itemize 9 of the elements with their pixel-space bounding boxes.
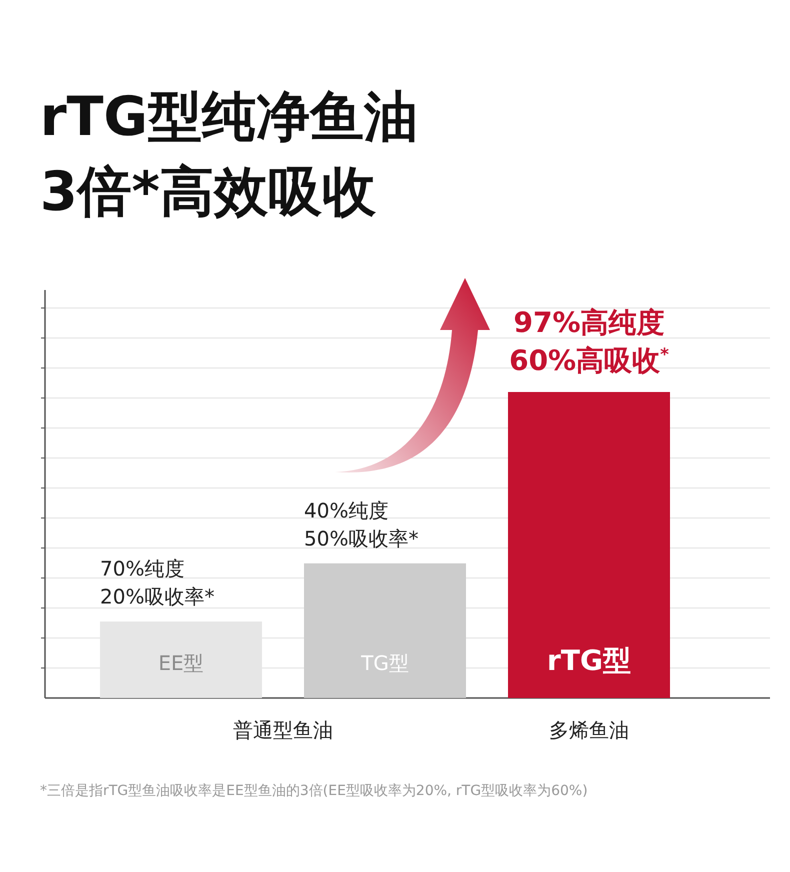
text: 多烯鱼油: [549, 718, 629, 742]
text: 普通型鱼油: [233, 718, 333, 742]
x-tick-label: rTG型: [547, 644, 631, 677]
annotation: 70%纯度 20%吸收率*: [100, 556, 214, 608]
text: *三倍是指rTG型鱼油吸收率是EE型鱼油的3倍(EE型吸收率为20%, rTG型吸收率为60%): [40, 783, 588, 799]
annotation: 97%高纯度 60%高吸收$^{*}$: [509, 306, 670, 377]
annotation: 40%纯度 50%吸收率*: [304, 498, 418, 550]
x-tick-label: EE型: [158, 651, 204, 675]
chart-title: rTG型纯净鱼油 3倍*高效吸收: [40, 85, 418, 223]
